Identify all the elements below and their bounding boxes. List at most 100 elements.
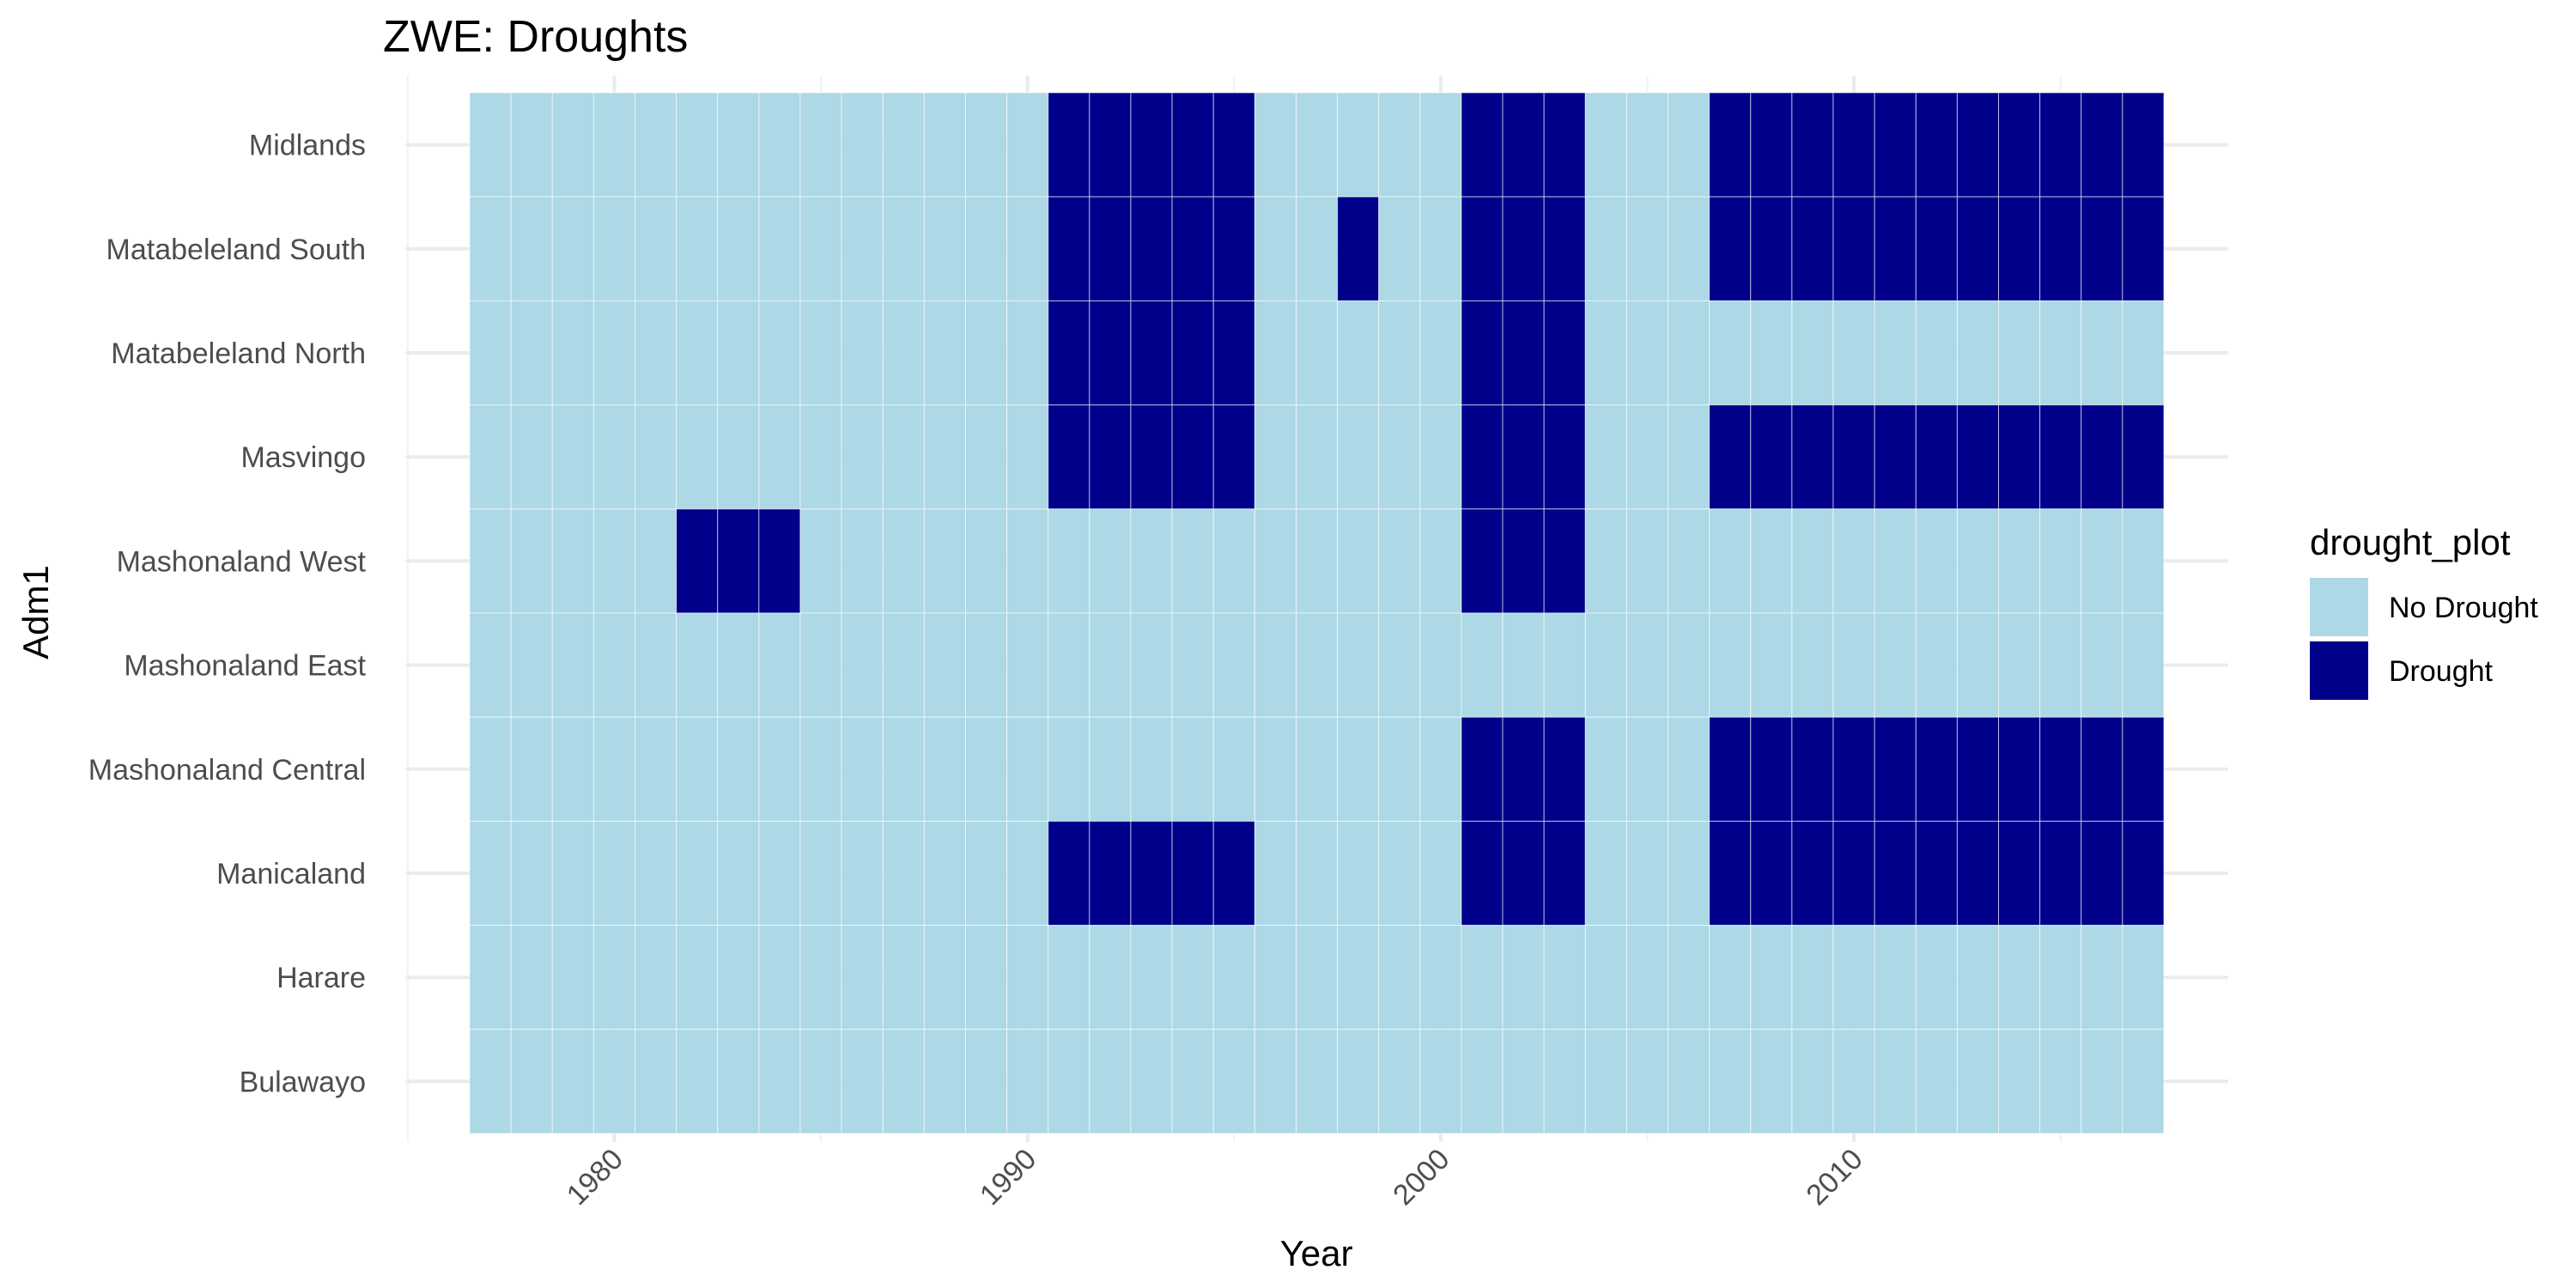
cell-no-drought bbox=[1048, 612, 1091, 718]
cell-no-drought bbox=[1048, 508, 1091, 614]
cell-no-drought bbox=[841, 404, 884, 510]
cell-drought bbox=[1750, 716, 1793, 822]
cell-no-drought bbox=[1668, 508, 1710, 614]
cell-drought bbox=[2039, 196, 2082, 301]
cell-no-drought bbox=[2122, 925, 2165, 1030]
cell-no-drought bbox=[1419, 404, 1462, 510]
cell-no-drought bbox=[1668, 925, 1710, 1030]
cell-drought bbox=[1171, 404, 1214, 510]
cell-no-drought bbox=[1625, 612, 1669, 718]
cell-no-drought bbox=[1832, 925, 1875, 1030]
cell-drought bbox=[1956, 92, 2000, 197]
cell-no-drought bbox=[1006, 716, 1049, 822]
cell-no-drought bbox=[882, 820, 925, 927]
cell-drought bbox=[1089, 300, 1132, 406]
cell-drought bbox=[1130, 92, 1173, 197]
cell-drought bbox=[2122, 404, 2165, 510]
cell-no-drought bbox=[2122, 612, 2165, 718]
cell-no-drought bbox=[510, 925, 553, 1030]
cell-no-drought bbox=[758, 925, 801, 1030]
cell-drought bbox=[1212, 820, 1255, 927]
x-tick-labels: 1980 1990 2000 2010 bbox=[561, 1143, 1869, 1212]
cell-no-drought bbox=[1006, 300, 1049, 406]
cell-no-drought bbox=[841, 1029, 884, 1134]
cell-no-drought bbox=[469, 612, 512, 718]
cell-drought bbox=[1750, 196, 1793, 301]
y-tick-label: Manicaland bbox=[216, 858, 366, 890]
cell-no-drought bbox=[2122, 1029, 2165, 1134]
cell-drought bbox=[2039, 716, 2082, 822]
cell-no-drought bbox=[676, 92, 719, 197]
cell-no-drought bbox=[592, 612, 635, 718]
cell-no-drought bbox=[1419, 716, 1462, 822]
cell-drought bbox=[1874, 92, 1917, 197]
cell-drought bbox=[1502, 820, 1545, 927]
cell-drought bbox=[1048, 196, 1091, 301]
cell-no-drought bbox=[964, 508, 1008, 614]
cell-no-drought bbox=[964, 300, 1008, 406]
cell-no-drought bbox=[2081, 1029, 2123, 1134]
cell-no-drought bbox=[882, 925, 925, 1030]
cell-no-drought bbox=[1337, 925, 1380, 1030]
cell-no-drought bbox=[510, 612, 553, 718]
cell-no-drought bbox=[1006, 820, 1049, 927]
cell-drought bbox=[2081, 196, 2123, 301]
cell-drought bbox=[1461, 716, 1504, 822]
cell-no-drought bbox=[964, 92, 1008, 197]
cell-no-drought bbox=[634, 92, 677, 197]
cell-no-drought bbox=[1915, 612, 1958, 718]
cell-drought bbox=[1915, 716, 1958, 822]
cell-no-drought bbox=[676, 716, 719, 822]
cell-no-drought bbox=[1337, 404, 1380, 510]
cell-no-drought bbox=[469, 300, 512, 406]
cell-no-drought bbox=[1998, 612, 2041, 718]
cell-no-drought bbox=[923, 508, 966, 614]
cell-no-drought bbox=[1212, 1029, 1255, 1134]
cell-no-drought bbox=[1791, 508, 1834, 614]
cell-no-drought bbox=[1130, 612, 1173, 718]
cell-no-drought bbox=[1006, 404, 1049, 510]
heatmap-cells bbox=[469, 92, 2165, 1134]
cell-no-drought bbox=[1874, 612, 1917, 718]
cell-no-drought bbox=[1668, 612, 1710, 718]
cell-drought bbox=[1089, 196, 1132, 301]
cell-drought bbox=[1956, 716, 2000, 822]
cell-no-drought bbox=[882, 300, 925, 406]
cell-drought bbox=[1089, 92, 1132, 197]
cell-no-drought bbox=[1543, 1029, 1586, 1134]
cell-drought bbox=[1502, 404, 1545, 510]
cell-no-drought bbox=[1832, 612, 1875, 718]
y-tick-label: Matabeleland North bbox=[111, 337, 366, 370]
cell-no-drought bbox=[1791, 1029, 1834, 1134]
cell-no-drought bbox=[841, 508, 884, 614]
cell-no-drought bbox=[510, 300, 553, 406]
cell-drought bbox=[1998, 716, 2041, 822]
cell-no-drought bbox=[592, 716, 635, 822]
cell-no-drought bbox=[469, 92, 512, 197]
cell-drought bbox=[1048, 404, 1091, 510]
cell-no-drought bbox=[676, 196, 719, 301]
cell-no-drought bbox=[717, 196, 760, 301]
cell-no-drought bbox=[1171, 716, 1214, 822]
cell-no-drought bbox=[592, 925, 635, 1030]
cell-no-drought bbox=[1998, 1029, 2041, 1134]
cell-no-drought bbox=[2039, 300, 2082, 406]
cell-no-drought bbox=[799, 716, 842, 822]
cell-no-drought bbox=[1130, 508, 1173, 614]
cell-no-drought bbox=[717, 925, 760, 1030]
cell-no-drought bbox=[882, 508, 925, 614]
cell-drought bbox=[2039, 92, 2082, 197]
cell-no-drought bbox=[1378, 612, 1421, 718]
cell-no-drought bbox=[1625, 925, 1669, 1030]
cell-no-drought bbox=[1502, 612, 1545, 718]
cell-no-drought bbox=[1584, 196, 1627, 301]
cell-no-drought bbox=[923, 404, 966, 510]
y-tick-label: Mashonaland East bbox=[124, 650, 366, 683]
cell-no-drought bbox=[1378, 508, 1421, 614]
cell-no-drought bbox=[1543, 612, 1586, 718]
cell-no-drought bbox=[1625, 716, 1669, 822]
cell-no-drought bbox=[1584, 716, 1627, 822]
cell-drought bbox=[1956, 404, 2000, 510]
cell-no-drought bbox=[841, 820, 884, 927]
cell-no-drought bbox=[1089, 1029, 1132, 1134]
